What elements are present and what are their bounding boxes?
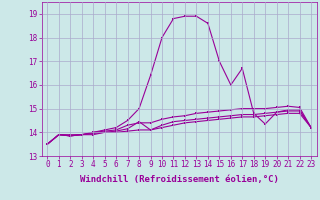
- X-axis label: Windchill (Refroidissement éolien,°C): Windchill (Refroidissement éolien,°C): [80, 175, 279, 184]
